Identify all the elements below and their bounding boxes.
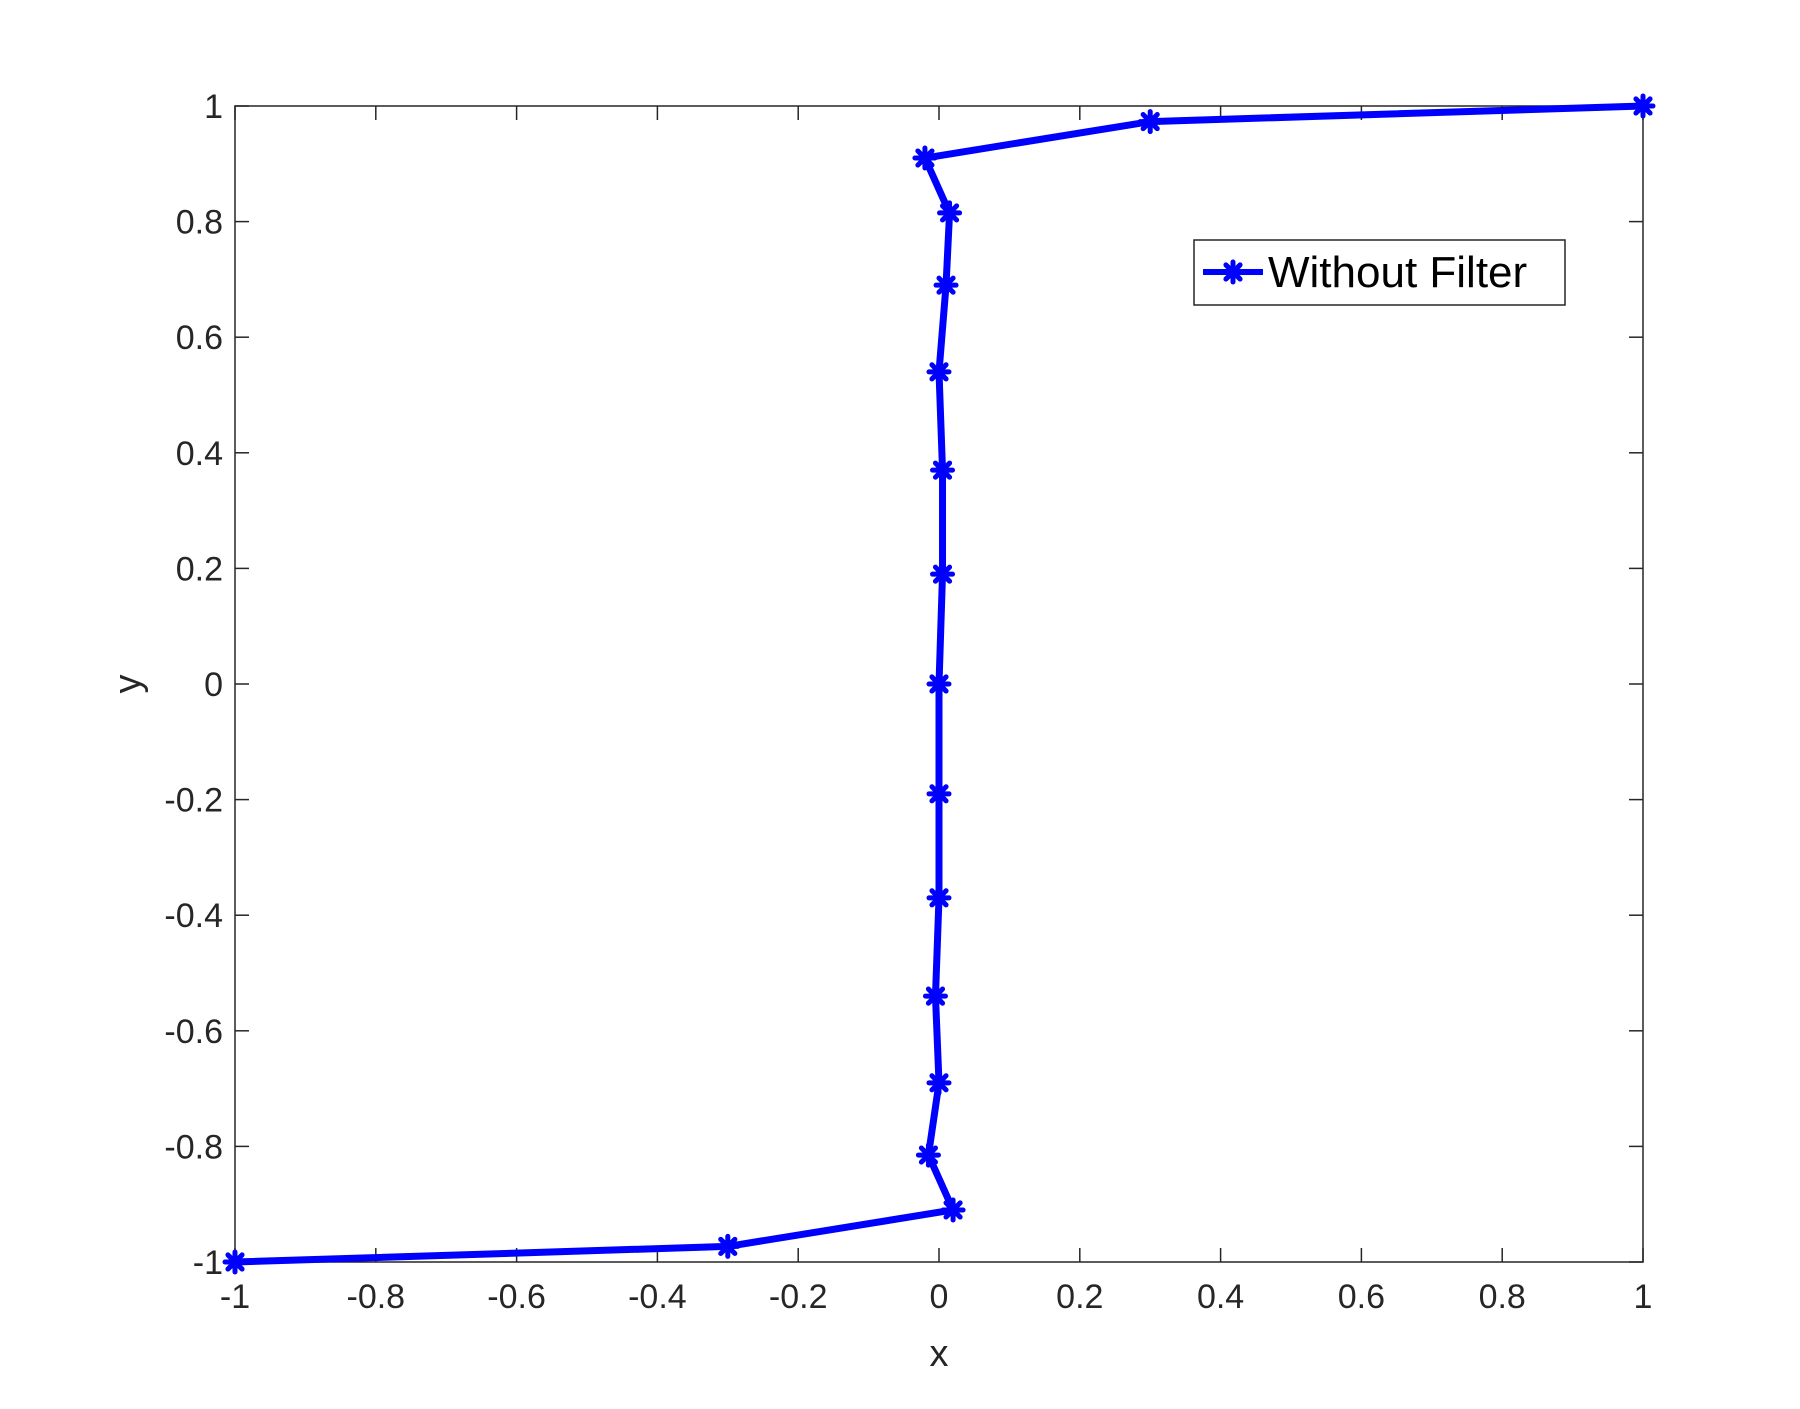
x-tick-label: 0.4 bbox=[1197, 1278, 1244, 1316]
data-point bbox=[915, 1142, 941, 1168]
data-point bbox=[937, 200, 963, 226]
y-axis-label: y bbox=[107, 675, 149, 694]
legend: Without Filter bbox=[1193, 239, 1566, 306]
x-tick-label: -0.8 bbox=[347, 1278, 406, 1316]
data-point bbox=[1137, 109, 1163, 135]
y-tick-label: 1 bbox=[204, 88, 223, 126]
x-tick-label: -0.2 bbox=[769, 1278, 828, 1316]
y-tick-label: 0 bbox=[204, 666, 223, 704]
data-point bbox=[926, 1070, 952, 1096]
x-tick-label: -1 bbox=[220, 1278, 250, 1316]
y-tick-label: -1 bbox=[193, 1244, 223, 1282]
data-point bbox=[1630, 93, 1656, 119]
series-layer bbox=[222, 93, 1656, 1275]
data-point bbox=[930, 561, 956, 587]
y-tick-label: -0.4 bbox=[164, 897, 223, 935]
x-tick-label: 0.6 bbox=[1338, 1278, 1385, 1316]
data-point bbox=[926, 671, 952, 697]
y-tick-label: 0.2 bbox=[176, 550, 223, 588]
y-tick-label: 0.4 bbox=[176, 435, 223, 473]
y-tick-label: -0.2 bbox=[164, 782, 223, 820]
x-tick-label: -0.6 bbox=[487, 1278, 546, 1316]
x-tick-label: 1 bbox=[1634, 1278, 1653, 1316]
data-point bbox=[912, 145, 938, 171]
data-point bbox=[922, 983, 948, 1009]
y-tick-label: -0.8 bbox=[164, 1128, 223, 1166]
x-tick-label: -0.4 bbox=[628, 1278, 687, 1316]
data-point bbox=[715, 1233, 741, 1259]
y-tick-label: 0.6 bbox=[176, 319, 223, 357]
legend-marker-symbol bbox=[1220, 259, 1246, 285]
data-point bbox=[940, 1197, 966, 1223]
x-tick-label: 0.2 bbox=[1056, 1278, 1103, 1316]
data-point bbox=[926, 885, 952, 911]
data-point bbox=[930, 457, 956, 483]
x-tick-label: 0 bbox=[930, 1278, 949, 1316]
data-point bbox=[933, 272, 959, 298]
data-point bbox=[926, 781, 952, 807]
legend-label: Without Filter bbox=[1268, 248, 1527, 297]
axis-ticks: -1 -0.8 -0.6 -0.4 -0.2 0 0.2 0.4 0.6 0.8 1 -1 -0.8 -0… bbox=[164, 88, 1652, 1316]
x-axis-label: x bbox=[930, 1333, 949, 1375]
data-point bbox=[222, 1249, 248, 1275]
legend-marker bbox=[1220, 259, 1246, 285]
y-tick-label: 0.8 bbox=[176, 204, 223, 242]
x-tick-label: 0.8 bbox=[1479, 1278, 1526, 1316]
data-point bbox=[926, 359, 952, 385]
y-tick-label: -0.6 bbox=[164, 1013, 223, 1051]
